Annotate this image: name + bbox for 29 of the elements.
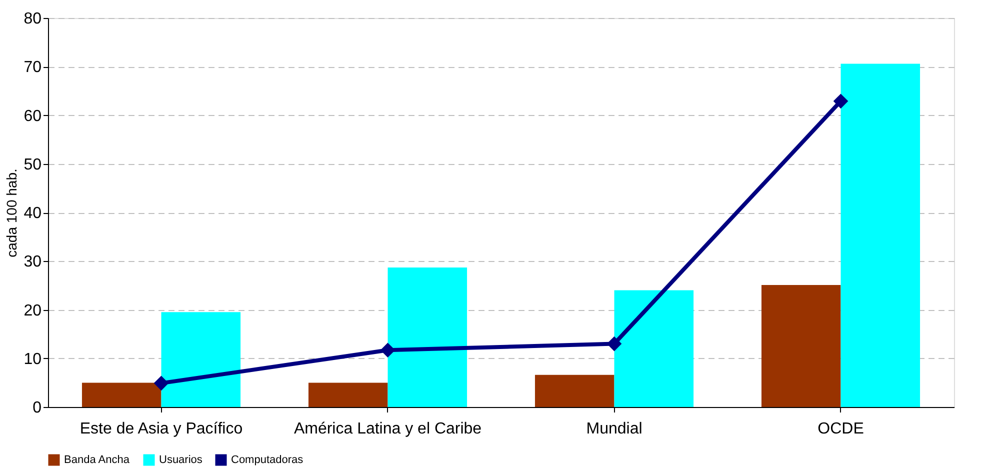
y-tick-label: 20 <box>24 302 42 320</box>
bar <box>308 382 388 407</box>
bar <box>388 267 468 407</box>
x-tick-label: OCDE <box>818 420 864 438</box>
y-axis-title: cada 100 hab. <box>4 168 20 258</box>
y-tick-label: 60 <box>24 108 42 125</box>
legend-label: Usuarios <box>159 454 203 466</box>
y-tick-label: 70 <box>24 59 42 76</box>
y-tick-label: 40 <box>24 205 42 222</box>
legend-label: Computadoras <box>231 454 304 466</box>
y-tick-label: 30 <box>24 254 42 271</box>
bar <box>761 284 841 407</box>
bar <box>840 64 920 407</box>
bar <box>161 312 241 407</box>
point <box>606 336 622 352</box>
x-tick-label: Este de Asia y Pacífico <box>80 420 243 438</box>
bar <box>614 290 694 407</box>
legend-label: Banda Ancha <box>64 454 130 466</box>
point <box>833 94 848 109</box>
x-tick-label: América Latina y el Caribe <box>294 420 482 438</box>
x-tick-label: Mundial <box>586 420 642 438</box>
point <box>154 376 169 391</box>
y-tick-label: 80 <box>24 10 42 28</box>
point <box>380 342 396 358</box>
y-tick-label: 10 <box>24 350 42 368</box>
bar <box>534 374 614 407</box>
bar <box>82 382 162 407</box>
y-tick-label: 0 <box>32 400 42 416</box>
y-tick-label: 50 <box>24 156 42 174</box>
